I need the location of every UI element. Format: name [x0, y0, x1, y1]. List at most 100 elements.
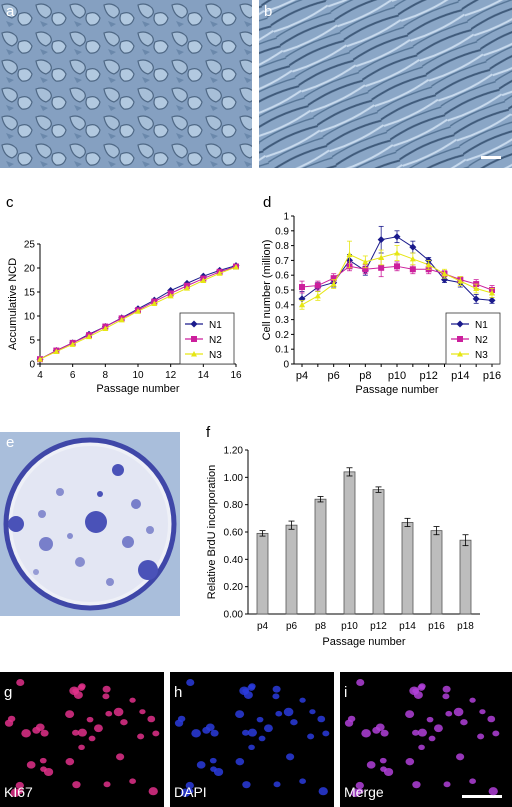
nucleus — [191, 729, 201, 738]
nucleus — [78, 744, 85, 751]
nucleus — [16, 679, 25, 686]
nucleus — [286, 753, 295, 761]
nucleus — [469, 697, 476, 703]
nucleus — [309, 709, 316, 715]
nucleus — [307, 733, 315, 740]
nucleus — [273, 781, 281, 788]
panel-g-ki67: g KI67 — [0, 672, 164, 807]
nucleus — [186, 679, 195, 686]
x-tick-label: p4 — [296, 370, 308, 382]
colony-dish-image — [3, 437, 177, 611]
nucleus — [40, 729, 49, 737]
nucleus — [73, 691, 83, 699]
nucleus — [205, 723, 215, 731]
nucleus — [488, 787, 498, 796]
panel-e-colony-dish: e — [0, 432, 180, 616]
x-tick-label: p8 — [359, 370, 371, 382]
nucleus — [412, 729, 420, 736]
x-tick-label: 14 — [198, 370, 210, 381]
nucleus — [383, 767, 394, 777]
y-tick-label: 25 — [24, 240, 36, 251]
y-tick-label: 15 — [24, 288, 36, 299]
legend-label-N2: N2 — [209, 335, 222, 346]
nucleus — [426, 716, 434, 723]
nucleus — [21, 729, 31, 738]
data-point-N3 — [314, 292, 321, 299]
nucleus — [148, 787, 158, 796]
x-tick-label: 10 — [132, 370, 144, 381]
phase-contrast-image-b — [259, 0, 512, 168]
nucleus — [417, 684, 425, 691]
x-tick-label: 8 — [103, 370, 109, 381]
data-point-N2 — [378, 264, 385, 271]
data-point-N2 — [314, 282, 321, 289]
data-point-N3 — [299, 301, 305, 308]
panel-label-f: f — [206, 424, 211, 441]
y-tick-label: 0.7 — [275, 256, 289, 267]
nucleus — [275, 710, 283, 717]
legend-label-N1: N1 — [209, 320, 222, 331]
y-tick-label: 1.00 — [224, 473, 244, 484]
bar-p14 — [401, 522, 414, 615]
stain-label-dapi: DAPI — [174, 784, 207, 800]
y-tick-label: 0.00 — [224, 610, 244, 621]
data-point-N2 — [457, 336, 463, 342]
legend-label-N2: N2 — [475, 335, 488, 346]
legend-label-N3: N3 — [475, 350, 488, 361]
x-tick-label: p12 — [370, 621, 387, 632]
x-axis-label: Passage number — [96, 383, 179, 395]
panel-label-a: a — [6, 3, 15, 20]
y-tick-label: 1.20 — [224, 446, 244, 457]
chart-f-brdu: 0.00 0.20 0.40 0.60 0.80 1.00 1.20 p4 p6 p8 p10 p12… — [206, 446, 480, 648]
data-point-N1 — [488, 296, 496, 304]
panel-label-c: c — [6, 194, 14, 211]
bar-p12 — [372, 489, 385, 615]
data-point-N2 — [330, 275, 337, 282]
nucleus — [344, 719, 354, 727]
nucleus — [456, 753, 465, 761]
data-point-N3 — [184, 285, 190, 291]
nucleus — [355, 781, 364, 790]
y-tick-label: 1 — [283, 212, 289, 223]
nucleus — [442, 685, 451, 693]
dapi-fluorescence-image — [174, 679, 330, 797]
nucleus — [247, 684, 255, 691]
nucleus — [356, 679, 365, 686]
nucleus — [35, 723, 45, 731]
data-point-N3 — [378, 254, 385, 260]
data-point-N3 — [69, 341, 76, 347]
nucleus — [258, 735, 266, 742]
y-tick-label: 0.5 — [275, 286, 289, 297]
nucleus — [16, 788, 24, 795]
data-point-N3 — [489, 289, 495, 296]
y-tick-label: 0 — [283, 360, 289, 371]
y-tick-label: 10 — [24, 312, 36, 323]
x-tick-label: p10 — [341, 621, 358, 632]
x-tick-label: p6 — [286, 621, 298, 632]
data-point-N2 — [191, 336, 197, 342]
nucleus — [248, 744, 255, 751]
nucleus — [243, 691, 253, 699]
nucleus — [65, 710, 75, 719]
nucleus — [139, 709, 146, 715]
nucleus — [356, 788, 364, 795]
nucleus — [120, 719, 128, 726]
y-tick-label: 0.9 — [275, 226, 289, 237]
data-point-N3 — [200, 277, 207, 283]
nucleus — [93, 724, 103, 733]
nucleus — [442, 693, 450, 700]
y-tick-label: 0.1 — [275, 345, 289, 356]
y-tick-label: 0.60 — [224, 528, 244, 539]
data-point-N3 — [151, 300, 158, 307]
nucleus — [129, 697, 136, 703]
nucleus — [443, 781, 451, 788]
y-tick-label: 5 — [29, 336, 35, 347]
nucleus — [479, 709, 486, 715]
y-tick-label: 0.4 — [275, 300, 289, 311]
nucleus — [235, 758, 245, 766]
data-point-N2 — [394, 263, 400, 270]
nucleus — [428, 735, 436, 742]
data-point-N1 — [456, 320, 464, 328]
nucleus — [469, 778, 476, 784]
data-point-N2 — [409, 266, 416, 273]
